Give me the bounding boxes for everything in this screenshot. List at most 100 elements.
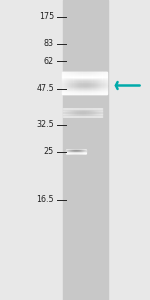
Bar [84, 75, 85, 76]
Bar [82, 92, 84, 93]
Bar [87, 86, 88, 87]
Bar [81, 85, 82, 86]
Bar [72, 84, 74, 85]
Bar [96, 79, 97, 80]
Bar [92, 87, 93, 88]
Bar [71, 78, 72, 79]
Bar [85, 80, 86, 81]
Bar [65, 86, 66, 87]
Bar [69, 90, 70, 91]
Bar [106, 84, 107, 85]
Bar [104, 76, 105, 77]
Bar [65, 87, 66, 88]
Bar [95, 78, 96, 79]
Bar [72, 78, 74, 79]
Bar [100, 80, 101, 81]
Bar [70, 74, 71, 75]
Bar [66, 75, 67, 76]
Bar [87, 82, 88, 83]
Bar [100, 84, 101, 85]
Bar [70, 80, 71, 81]
Bar [104, 83, 105, 84]
Bar [100, 75, 101, 76]
Bar [81, 79, 82, 80]
Bar [74, 75, 75, 76]
Text: 25: 25 [44, 147, 54, 156]
Bar [96, 88, 97, 89]
Bar [97, 72, 98, 73]
Bar [95, 73, 96, 74]
Bar [94, 83, 95, 84]
Bar [100, 88, 101, 89]
Bar [69, 79, 70, 80]
Bar [66, 77, 67, 78]
Bar [76, 82, 77, 83]
Bar [104, 73, 105, 74]
Bar [94, 86, 95, 87]
Bar [67, 73, 68, 74]
Bar [64, 80, 65, 81]
Bar [102, 88, 103, 89]
Bar [88, 80, 89, 81]
Bar [84, 73, 85, 74]
Bar [69, 88, 70, 89]
Bar [90, 72, 92, 73]
Bar [94, 78, 95, 79]
Bar [66, 86, 67, 87]
Bar [102, 86, 103, 87]
Bar [65, 85, 66, 86]
Bar [74, 74, 75, 75]
Bar [106, 75, 107, 76]
Bar [95, 79, 96, 80]
Bar [62, 78, 64, 79]
Bar [72, 72, 74, 73]
Bar [66, 74, 67, 75]
Bar [86, 88, 87, 89]
Bar [72, 82, 74, 83]
Bar [95, 87, 96, 88]
Bar [76, 85, 77, 86]
Bar [69, 86, 70, 87]
Bar [71, 88, 72, 89]
Bar [98, 73, 99, 74]
Bar [74, 82, 75, 83]
Bar [76, 73, 77, 74]
Bar [77, 84, 78, 85]
Bar [75, 89, 76, 90]
Bar [93, 78, 94, 79]
Bar [71, 84, 72, 85]
Bar [70, 90, 71, 91]
Bar [65, 82, 66, 83]
Bar [93, 90, 94, 91]
Bar [85, 72, 86, 73]
Bar [88, 82, 89, 83]
Bar [99, 83, 100, 84]
Bar [93, 85, 94, 86]
Bar [65, 75, 66, 76]
Bar [105, 75, 106, 76]
Bar [79, 80, 80, 81]
Bar [103, 87, 104, 88]
Bar [95, 72, 96, 73]
Bar [74, 87, 75, 88]
Bar [90, 83, 92, 84]
Bar [84, 92, 85, 93]
Bar [92, 75, 93, 76]
Bar [76, 75, 77, 76]
Bar [77, 86, 78, 87]
Bar [78, 78, 79, 79]
Bar [79, 92, 80, 93]
Bar [106, 74, 107, 75]
Bar [75, 88, 76, 89]
Bar [74, 79, 75, 80]
Bar [99, 73, 100, 74]
Bar [84, 82, 85, 83]
Bar [75, 75, 76, 76]
Bar [85, 82, 86, 83]
Bar [98, 92, 99, 93]
Bar [74, 93, 75, 94]
Bar [96, 85, 97, 86]
Bar [82, 72, 84, 73]
Bar [89, 80, 90, 81]
Bar [70, 78, 71, 79]
